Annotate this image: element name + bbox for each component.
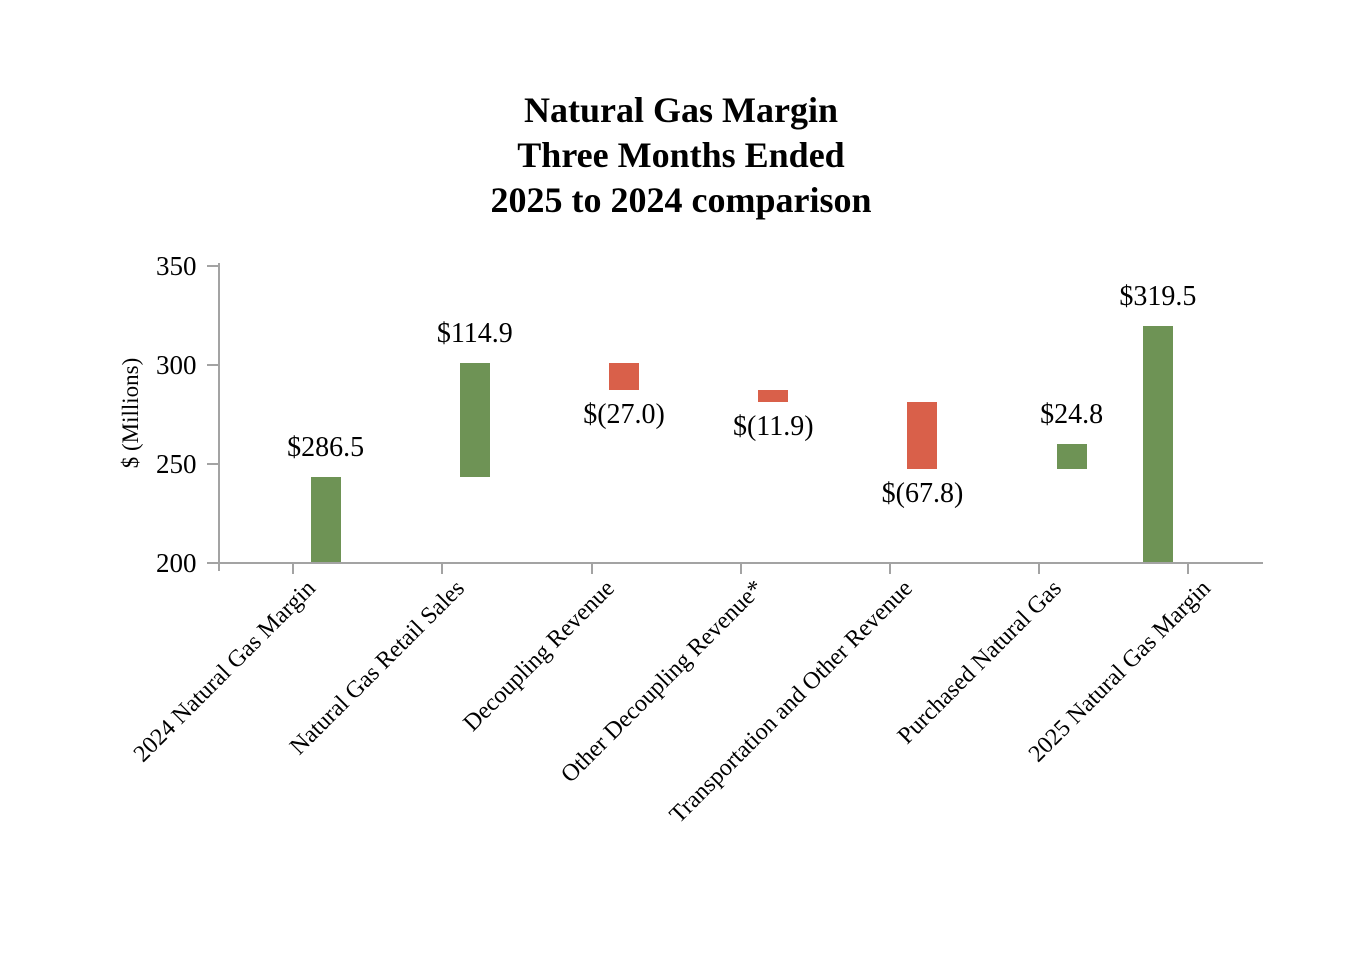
bar-segment-decrease	[758, 390, 789, 402]
x-axis-tick	[590, 562, 593, 574]
y-axis-tick-label: 200	[156, 547, 197, 578]
bar-segment-increase	[459, 363, 490, 477]
x-axis-tick	[1187, 562, 1190, 574]
y-axis-tick-label: 250	[156, 448, 197, 479]
y-axis-tick-label: 300	[156, 349, 197, 380]
x-axis-category-label: Other Decoupling Revenue*	[555, 575, 769, 788]
bar-value-label: $(11.9)	[732, 410, 814, 442]
x-axis-category-label: Purchased Natural Gas	[893, 575, 1067, 750]
bar-segment-decrease	[907, 401, 938, 469]
bar-segment-increase	[1056, 444, 1087, 469]
chart-title: Natural Gas Margin Three Months Ended 20…	[0, 88, 1362, 223]
bar-segment-total	[310, 476, 341, 563]
x-axis-category-label: 2025 Natural Gas Margin	[1024, 575, 1217, 768]
x-axis-category-label: Natural Gas Retail Sales	[285, 575, 471, 761]
bar-segment-decrease	[609, 363, 640, 391]
x-axis-tick	[1038, 562, 1041, 574]
x-axis-tick	[888, 562, 891, 574]
chart-title-line-3: 2025 to 2024 comparison	[490, 180, 872, 220]
bar-value-label: $114.9	[436, 318, 513, 350]
bar-value-label: $(27.0)	[583, 399, 665, 431]
y-axis-tick	[206, 265, 219, 267]
y-axis-tick	[206, 363, 219, 366]
bar-segment-total	[1142, 326, 1173, 563]
chart-title-line-1: Natural Gas Margin	[524, 90, 838, 130]
x-axis-tick	[441, 562, 444, 574]
bar-value-label: $319.5	[1119, 281, 1197, 313]
y-axis-tick	[206, 561, 219, 564]
y-axis-tick	[206, 462, 219, 465]
chart-title-line-2: Three Months Ended	[517, 135, 845, 175]
x-axis-category-label: 2024 Natural Gas Margin	[128, 575, 321, 768]
bar-value-label: $(67.8)	[881, 477, 964, 509]
y-axis-line	[217, 263, 220, 571]
x-axis-category-label: Transportation and Other Revenue	[664, 575, 918, 829]
y-axis-tick-label: 350	[156, 251, 197, 281]
bar-value-label: $24.8	[1040, 399, 1104, 431]
x-axis-tick	[739, 562, 742, 574]
x-axis-category-label: Decoupling Revenue	[458, 575, 620, 737]
x-axis-tick	[292, 562, 295, 574]
bar-value-label: $286.5	[287, 431, 365, 463]
